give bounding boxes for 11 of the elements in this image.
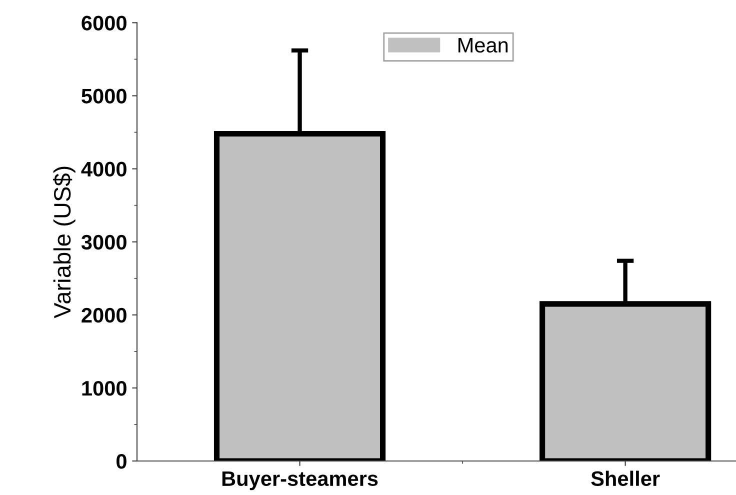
y-tick-label: 1000	[82, 380, 126, 396]
y-tick-label: 0	[116, 454, 126, 469]
y-tick-label: 4000	[81, 162, 126, 177]
x-tick-label: Buyer-steamers	[222, 471, 378, 490]
y-tick-label: 6000	[82, 16, 126, 30]
y-tick-label: 3000	[81, 234, 126, 250]
legend-label: Mean	[458, 38, 508, 53]
y-axis-title: Variable (US$)	[53, 166, 76, 318]
x-tick-label: Sheller	[591, 470, 660, 486]
y-tick-label: 2000	[82, 308, 126, 323]
y-tick-label: 5000	[82, 88, 126, 104]
